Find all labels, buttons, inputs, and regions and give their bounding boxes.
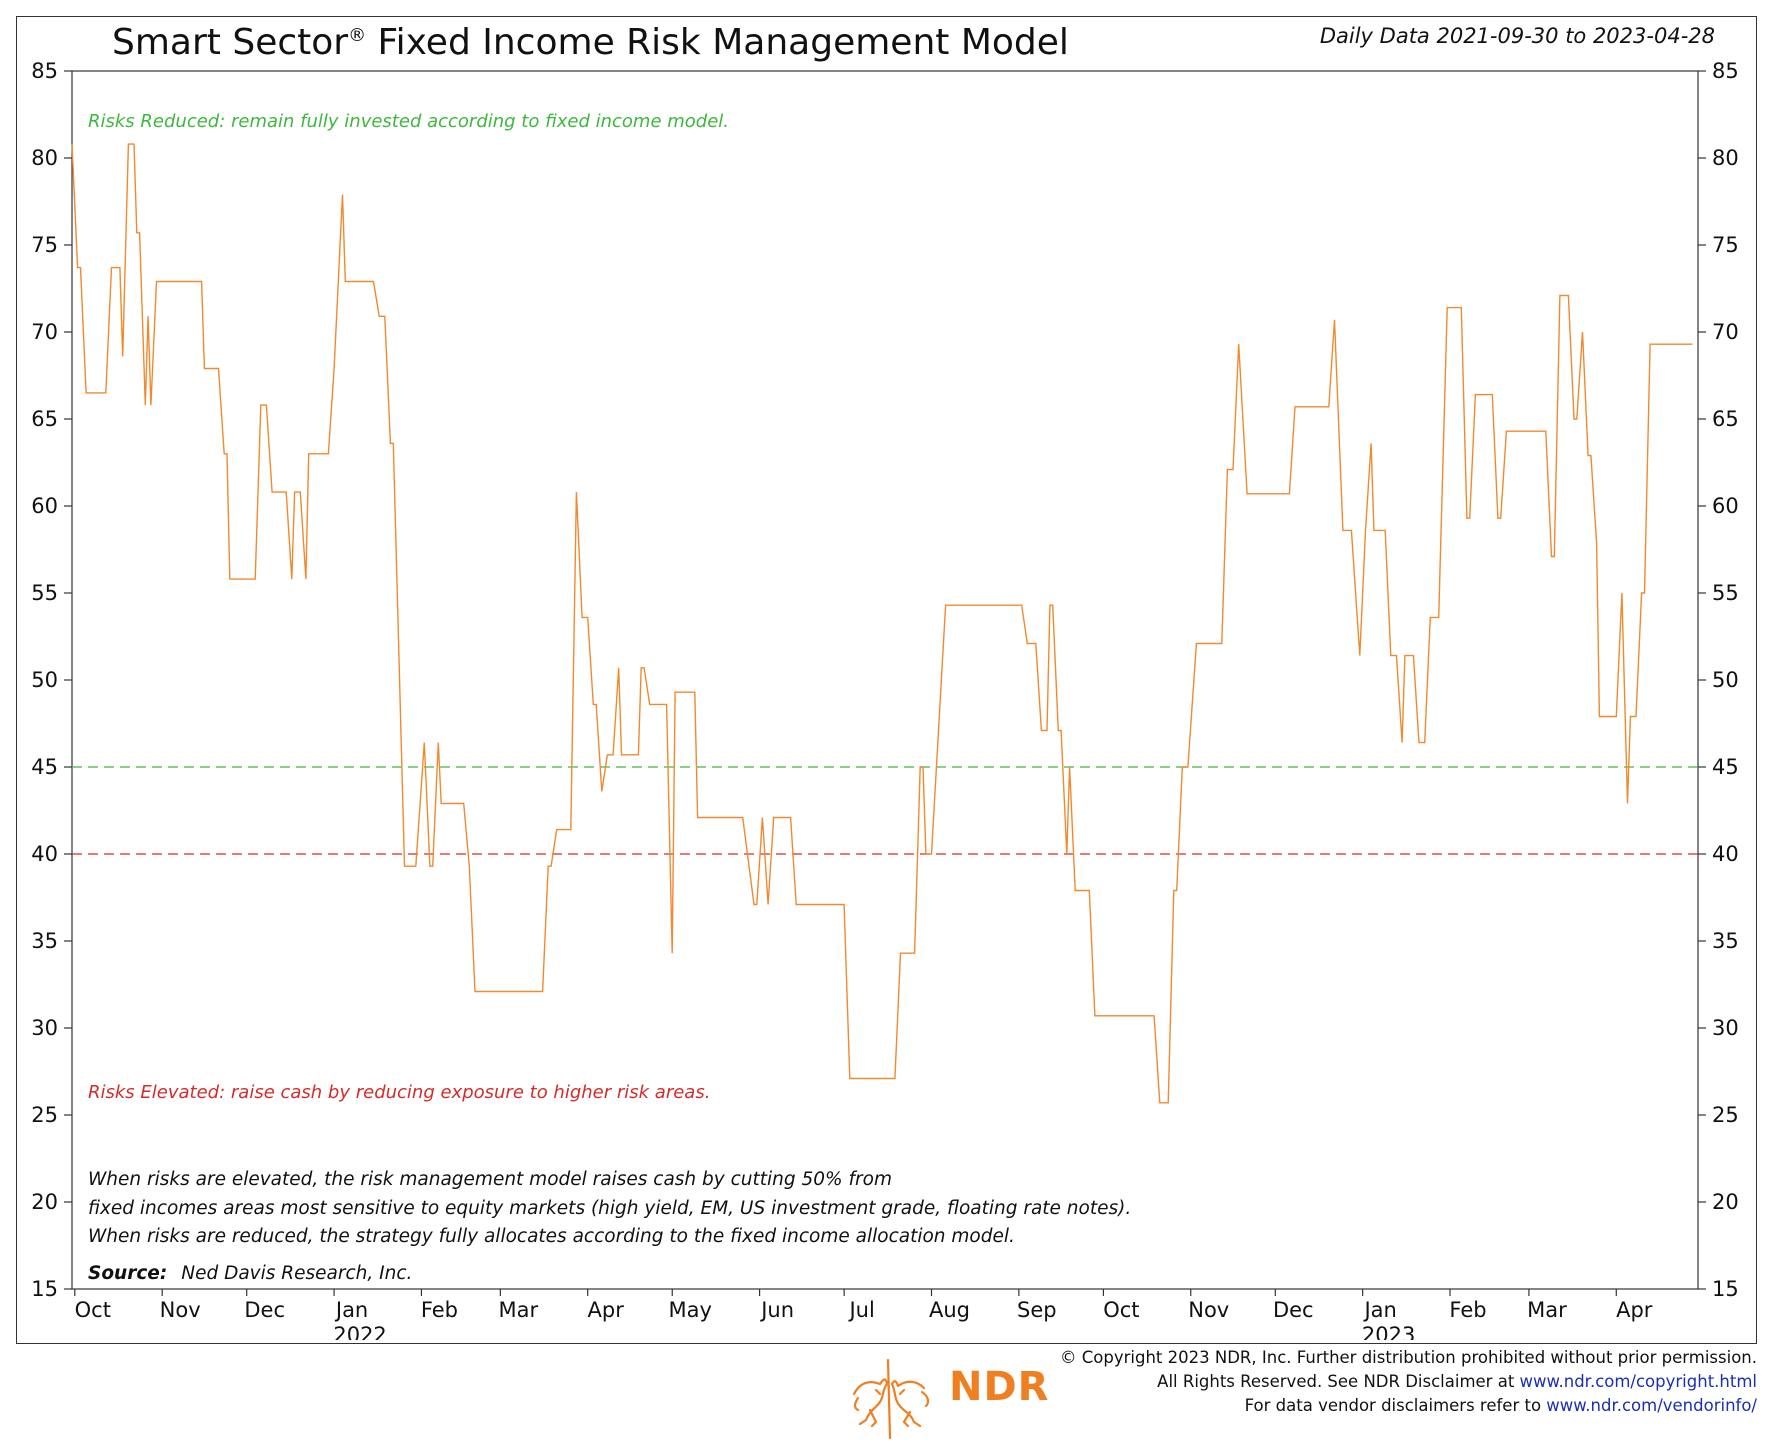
y-tick-label: 85	[1712, 59, 1739, 83]
note-line: When risks are reduced, the strategy ful…	[88, 1226, 1015, 1247]
y-tick-label: 35	[31, 929, 58, 953]
x-tick-label: Dec	[1273, 1298, 1314, 1322]
y-tick-label: 75	[1712, 233, 1739, 257]
y-tick-label: 55	[31, 581, 58, 605]
plot-area	[71, 70, 1699, 1290]
x-tick-label: Aug	[929, 1298, 970, 1322]
y-tick-label: 45	[31, 755, 58, 779]
x-tick-label: Jan	[334, 1298, 368, 1322]
annotation-risks-elevated: Risks Elevated: raise cash by reducing e…	[88, 1082, 710, 1103]
x-tick-label: Oct	[1103, 1298, 1139, 1322]
ndr-logo-text: NDR	[949, 1364, 1050, 1410]
x-tick-label: Jul	[847, 1298, 874, 1322]
y-tick-label: 30	[1712, 1016, 1739, 1040]
y-tick-label: 80	[31, 146, 58, 170]
y-tick-label: 40	[1712, 842, 1739, 866]
source-label: Source:	[88, 1263, 167, 1284]
x-tick-label: Apr	[588, 1298, 625, 1322]
x-tick-label: Feb	[1449, 1298, 1486, 1322]
copyright-link[interactable]: www.ndr.com/copyright.html	[1519, 1372, 1757, 1391]
y-axis-left: 15 20 25 30 35 40 45 50 55 60 65 70 75 80 85	[31, 59, 72, 1301]
y-tick-label: 70	[31, 320, 58, 344]
y-tick-label: 40	[31, 842, 58, 866]
y-tick-label: 25	[1712, 1103, 1739, 1127]
ndr-bull-bear-logo-icon	[852, 1358, 930, 1440]
y-tick-label: 35	[1712, 929, 1739, 953]
x-tick-label: May	[669, 1298, 712, 1322]
x-tick-label: Nov	[160, 1298, 201, 1322]
y-tick-label: 20	[31, 1190, 58, 1214]
chart-title: Smart Sector® Fixed Income Risk Manageme…	[112, 22, 1069, 63]
copyright-line: © Copyright 2023 NDR, Inc. Further distr…	[1060, 1348, 1757, 1367]
x-tick-label: Sep	[1017, 1298, 1057, 1322]
y-tick-label: 60	[31, 494, 58, 518]
chart-svg: 15 20 25 30 35 40 45 50 55 60 65 70 75 80 85 15 20 25 30 3…	[31, 59, 1739, 1340]
vendor-line: For data vendor disclaimers refer to www…	[1244, 1396, 1757, 1415]
y-tick-label: 25	[31, 1103, 58, 1127]
y-tick-label: 55	[1712, 581, 1739, 605]
vendor-info-link[interactable]: www.ndr.com/vendorinfo/	[1546, 1396, 1757, 1415]
chart-frame	[16, 16, 1757, 1344]
x-tick-label: Apr	[1616, 1298, 1653, 1322]
annotation-risks-reduced: Risks Reduced: remain fully invested acc…	[88, 111, 729, 132]
series-line	[71, 143, 1693, 1104]
y-tick-label: 75	[31, 233, 58, 257]
source-line: Source: Ned Davis Research, Inc.	[88, 1263, 412, 1284]
note-line: When risks are elevated, the risk manage…	[88, 1169, 892, 1190]
threshold-lines	[72, 766, 1698, 855]
x-tick-label: Mar	[499, 1298, 539, 1322]
x-tick-label: Nov	[1188, 1298, 1229, 1322]
y-tick-label: 65	[31, 407, 58, 431]
y-tick-label: 80	[1712, 146, 1739, 170]
footer: © Copyright 2023 NDR, Inc. Further distr…	[1060, 1346, 1757, 1418]
y-tick-label: 50	[1712, 668, 1739, 692]
y-tick-label: 20	[1712, 1190, 1739, 1214]
y-tick-label: 45	[1712, 755, 1739, 779]
y-axis-right: 15 20 25 30 35 40 45 50 55 60 65 70 75 80 85	[1698, 59, 1739, 1301]
date-range: Daily Data 2021-09-30 to 2023-04-28	[1319, 24, 1715, 48]
y-tick-label: 60	[1712, 494, 1739, 518]
x-tick-label: Jan	[1362, 1298, 1396, 1322]
y-tick-label: 50	[31, 668, 58, 692]
x-tick-label: Mar	[1527, 1298, 1567, 1322]
y-tick-label: 85	[31, 59, 58, 83]
x-year-label: 2023	[1362, 1323, 1415, 1340]
x-tick-label: Jun	[759, 1298, 794, 1322]
disclaimer-line: All Rights Reserved. See NDR Disclaimer …	[1157, 1372, 1757, 1391]
y-tick-label: 30	[31, 1016, 58, 1040]
y-tick-label: 15	[1712, 1277, 1739, 1301]
x-tick-label: Feb	[421, 1298, 458, 1322]
x-tick-label: Dec	[244, 1298, 285, 1322]
x-tick-label: Oct	[75, 1298, 111, 1322]
y-tick-label: 65	[1712, 407, 1739, 431]
note-line: fixed incomes areas most sensitive to eq…	[88, 1198, 1131, 1219]
x-year-label: 2022	[333, 1323, 386, 1340]
source-text: Ned Davis Research, Inc.	[181, 1263, 412, 1284]
y-tick-label: 15	[31, 1277, 58, 1301]
y-tick-label: 70	[1712, 320, 1739, 344]
